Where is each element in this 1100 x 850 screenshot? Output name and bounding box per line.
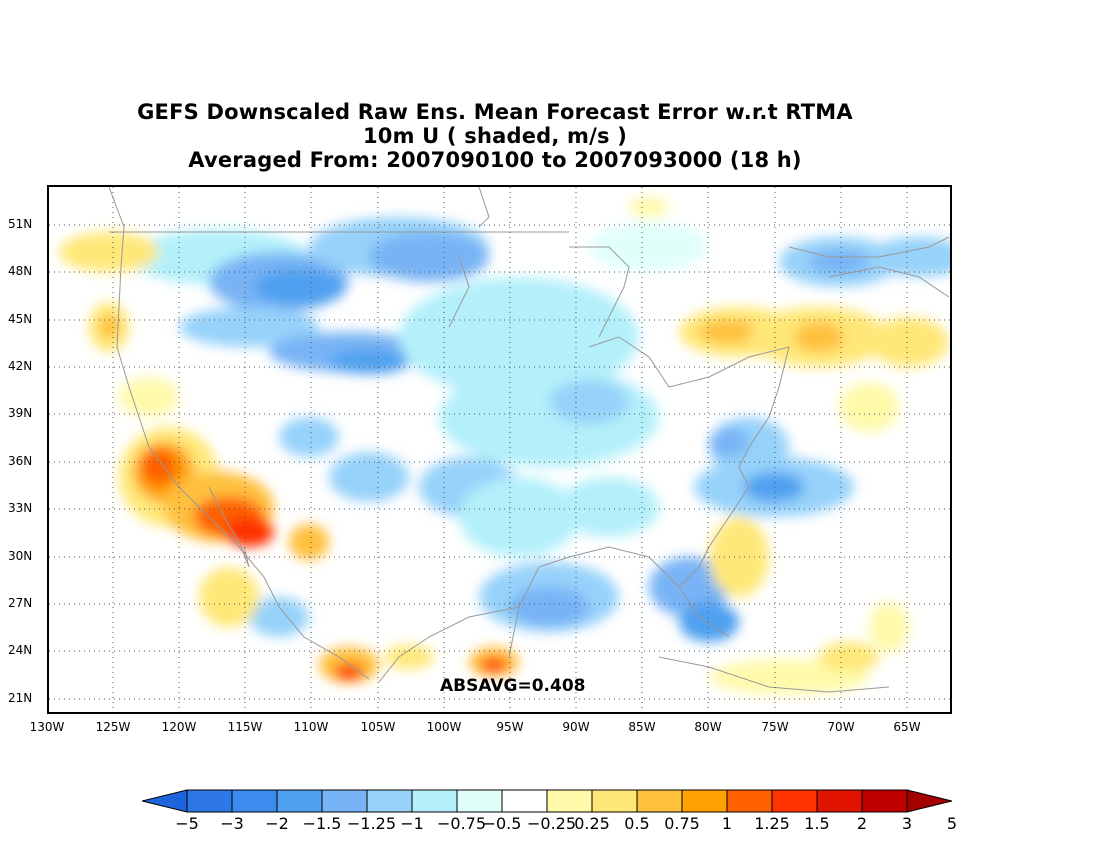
colorbar-cell: [501, 789, 548, 813]
lon-label: 95W: [496, 720, 524, 734]
colorbar-cell: [636, 789, 683, 813]
colorbar-tick-label: 2: [856, 814, 868, 833]
colorbar-cell: [321, 789, 368, 813]
colorbar-tick-label: −0.25: [527, 814, 577, 833]
lon-label: 130W: [29, 720, 65, 734]
lon-label: 120W: [161, 720, 197, 734]
lon-label: 100W: [426, 720, 462, 734]
colorbar-cell: [231, 789, 278, 813]
colorbar-tick-label: −0.5: [482, 814, 522, 833]
lon-label: 75W: [761, 720, 789, 734]
lat-label: 27N: [8, 596, 33, 610]
map-title: GEFS Downscaled Raw Ens. Mean Forecast E…: [0, 100, 990, 172]
lon-label: 85W: [628, 720, 656, 734]
lon-label: 115W: [227, 720, 263, 734]
colorbar-cell: [681, 789, 728, 813]
lat-label: 33N: [8, 501, 33, 515]
colorbar-arrow-high: [906, 789, 952, 813]
colorbar-tick-label: 0.25: [574, 814, 610, 833]
colorbar-tick-label: −3: [220, 814, 244, 833]
lat-label: 45N: [8, 312, 33, 326]
colorbar-cell: [411, 789, 458, 813]
colorbar-tick-label: 3: [901, 814, 913, 833]
colorbar-cell: [771, 789, 818, 813]
colorbar-tick-label: 1.5: [804, 814, 830, 833]
colorbar-tick-label: 5: [946, 814, 958, 833]
colorbar-tick-label: −1.5: [302, 814, 342, 833]
colorbar-cell: [186, 789, 233, 813]
colorbar-cell: [276, 789, 323, 813]
title-line-1: GEFS Downscaled Raw Ens. Mean Forecast E…: [137, 100, 853, 124]
lon-label: 65W: [893, 720, 921, 734]
colorbar-tick-label: 0.5: [624, 814, 650, 833]
colorbar-tick-label: −1.25: [347, 814, 397, 833]
absavg-annotation: ABSAVG=0.408: [440, 676, 586, 696]
colorbar-tick-label: 0.75: [664, 814, 700, 833]
colorbar-tick-label: −2: [265, 814, 289, 833]
colorbar-cell: [366, 789, 413, 813]
lon-label: 80W: [694, 720, 722, 734]
colorbar-cells: [142, 789, 952, 813]
lon-label: 90W: [562, 720, 590, 734]
colorbar-cell: [861, 789, 908, 813]
colorbar: [142, 789, 952, 813]
colorbar-arrow-low: [142, 789, 188, 813]
colorbar-tick-label: −5: [175, 814, 199, 833]
title-line-3: Averaged From: 2007090100 to 2007093000 …: [188, 148, 802, 172]
lon-label: 110W: [293, 720, 329, 734]
lat-label: 51N: [8, 217, 33, 231]
lat-label: 36N: [8, 454, 33, 468]
title-line-2: 10m U ( shaded, m/s ): [362, 124, 628, 148]
lon-label: 70W: [827, 720, 855, 734]
lon-label: 125W: [95, 720, 131, 734]
colorbar-tick-label: 1: [721, 814, 733, 833]
colorbar-tick-label: −1: [400, 814, 424, 833]
colorbar-tick-label: −0.75: [437, 814, 487, 833]
colorbar-cell: [456, 789, 503, 813]
lat-label: 39N: [8, 406, 33, 420]
colorbar-cell: [546, 789, 593, 813]
graticule: [49, 187, 950, 712]
colorbar-tick-label: 1.25: [754, 814, 790, 833]
colorbar-cell: [726, 789, 773, 813]
lat-label: 24N: [8, 643, 33, 657]
colorbar-cell: [816, 789, 863, 813]
lat-label: 48N: [8, 264, 33, 278]
lat-label: 21N: [8, 691, 33, 705]
lat-label: 42N: [8, 359, 33, 373]
lon-label: 105W: [360, 720, 396, 734]
colorbar-cell: [591, 789, 638, 813]
shaded-field: [49, 187, 950, 712]
map-panel: [47, 185, 952, 714]
lat-label: 30N: [8, 549, 33, 563]
